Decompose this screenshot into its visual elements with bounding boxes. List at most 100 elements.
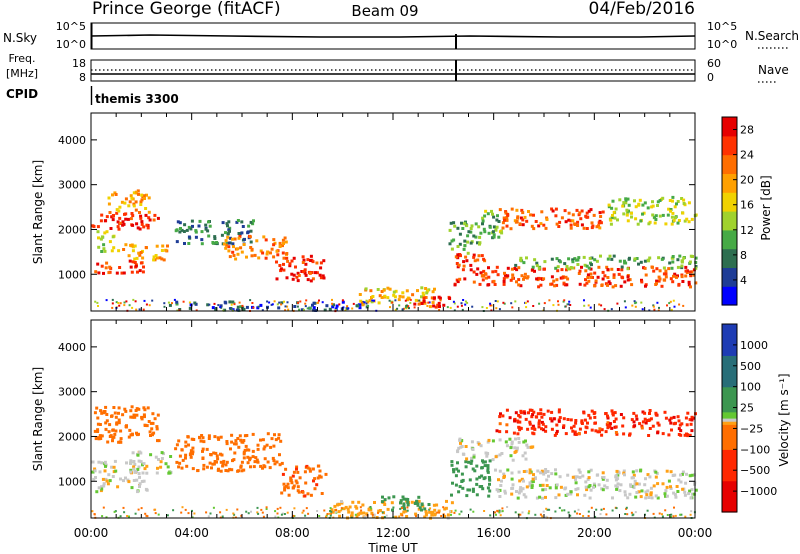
data-cell — [573, 257, 577, 261]
noise-cell — [542, 510, 545, 513]
data-cell — [240, 231, 244, 235]
noise-cell — [398, 515, 401, 518]
data-cell — [472, 255, 476, 259]
data-cell — [296, 271, 300, 275]
noise-cell — [498, 308, 501, 311]
data-cell — [547, 474, 550, 478]
data-cell — [261, 466, 264, 470]
data-cell — [654, 214, 658, 218]
noise-cell — [279, 506, 282, 509]
data-cell — [393, 295, 397, 299]
noise-cell — [595, 508, 598, 511]
noise-cell — [594, 515, 597, 518]
data-cell — [450, 247, 454, 251]
data-cell — [181, 458, 185, 462]
data-cell — [471, 487, 475, 491]
data-cell — [388, 287, 392, 291]
data-cell — [98, 423, 102, 426]
data-cell — [414, 298, 418, 302]
data-cell — [514, 411, 518, 415]
nave-tick-bottom: 0 — [707, 71, 714, 84]
data-cell — [100, 461, 104, 465]
data-cell — [542, 412, 546, 416]
noise-cell — [335, 509, 338, 512]
data-cell — [589, 267, 593, 271]
data-cell — [608, 422, 612, 426]
noise-cell — [280, 513, 283, 516]
data-cell — [680, 275, 684, 279]
data-cell — [533, 258, 537, 262]
noise-cell — [666, 514, 669, 516]
data-cell — [252, 219, 255, 223]
data-cell — [205, 447, 209, 451]
data-cell — [671, 280, 675, 284]
data-cell — [538, 495, 542, 499]
data-cell — [144, 213, 148, 217]
data-cell — [484, 209, 488, 213]
data-cell — [545, 218, 549, 221]
data-cell — [496, 214, 499, 218]
noise-cell — [438, 511, 440, 514]
data-cell — [534, 220, 538, 223]
noise-cell — [569, 514, 572, 517]
data-cell — [237, 236, 241, 240]
data-cell — [97, 486, 101, 490]
data-cell — [148, 218, 152, 222]
data-cell — [597, 221, 601, 225]
noise-cell — [123, 301, 126, 304]
data-cell — [488, 489, 492, 493]
data-cell — [168, 471, 172, 475]
data-cell — [632, 420, 636, 424]
data-cell — [582, 255, 586, 259]
data-cell — [532, 213, 535, 217]
data-cell — [110, 465, 114, 469]
data-cell — [631, 476, 635, 480]
noise-cell — [526, 300, 529, 303]
data-cell — [554, 214, 558, 218]
colorbar-swatch — [722, 201, 737, 206]
data-cell — [460, 480, 464, 483]
noise-cell — [278, 301, 281, 304]
y-tick-label: 2000 — [58, 223, 86, 236]
data-cell — [133, 257, 137, 261]
data-cell — [232, 458, 236, 462]
noise-cell — [519, 513, 522, 516]
data-cell — [515, 490, 518, 493]
noise-cell — [245, 510, 248, 513]
data-cell — [219, 304, 223, 308]
noise-cell — [630, 511, 633, 514]
data-cell — [600, 428, 604, 432]
colorbar-swatch — [722, 446, 737, 450]
noise-cell — [232, 512, 235, 515]
data-cell — [117, 440, 121, 444]
colorbar-swatch — [722, 490, 737, 494]
data-cell — [102, 247, 106, 251]
data-cell — [612, 273, 616, 277]
data-cell — [102, 271, 105, 275]
data-cell — [114, 429, 118, 433]
data-cell — [240, 460, 244, 464]
colorbar-swatch — [722, 123, 737, 127]
data-cell — [494, 468, 497, 472]
data-cell — [614, 425, 618, 429]
data-cell — [582, 411, 586, 415]
data-cell — [235, 220, 239, 224]
data-cell — [402, 510, 406, 514]
data-cell — [606, 421, 610, 425]
data-cell — [100, 213, 104, 217]
data-cell — [511, 486, 515, 490]
data-cell — [540, 420, 544, 424]
colorbar-swatch — [722, 148, 737, 153]
data-cell — [569, 223, 573, 227]
data-cell — [246, 230, 250, 234]
data-cell — [124, 425, 128, 429]
data-cell — [556, 269, 560, 273]
data-cell — [582, 226, 586, 230]
colorbar-swatch — [722, 480, 737, 485]
noise-cell — [632, 513, 635, 516]
data-cell — [649, 493, 653, 497]
data-cell — [622, 469, 626, 473]
data-cell — [377, 509, 381, 513]
data-cell — [227, 249, 231, 253]
colorbar-swatch — [722, 399, 737, 403]
